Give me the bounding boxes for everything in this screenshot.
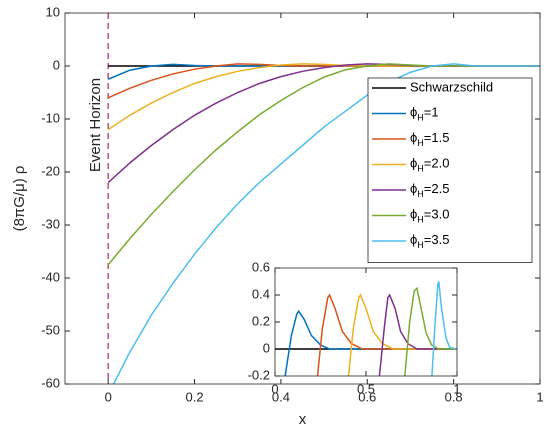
x-axis-label: x <box>299 411 307 428</box>
legend-label: ϕH=2.0 <box>410 156 449 174</box>
legend-box <box>367 77 533 263</box>
annotation: Event Horizon <box>87 78 104 172</box>
y-tick-label: -10 <box>41 110 60 125</box>
series-line <box>404 286 457 376</box>
y-tick-label: 0.2 <box>252 313 270 328</box>
y-tick-label: -50 <box>41 322 60 337</box>
x-tick-label: 0.8 <box>445 389 463 404</box>
legend-label: ϕH=3.0 <box>410 207 449 225</box>
x-tick-label: 0 <box>271 381 278 396</box>
x-tick-label: 0 <box>105 389 112 404</box>
legend-label: ϕH=2.5 <box>410 181 449 199</box>
x-tick-label: 0.2 <box>186 389 204 404</box>
y-tick-label: 0 <box>53 57 60 72</box>
series-line <box>316 293 457 376</box>
legend-label: ϕH=1 <box>410 105 439 123</box>
y-tick-label: -60 <box>41 375 60 390</box>
y-tick-label: -30 <box>41 216 60 231</box>
y-tick-label: -40 <box>41 269 60 284</box>
y-tick-label: 0.4 <box>252 286 270 301</box>
series-line <box>347 293 457 376</box>
x-tick-label: 0.4 <box>272 389 290 404</box>
y-tick-label: 0.6 <box>252 259 270 274</box>
legend-label: ϕH=1.5 <box>410 130 449 148</box>
y-tick-label: -20 <box>41 163 60 178</box>
x-tick-label: 1 <box>536 389 543 404</box>
y-tick-label: -0.2 <box>248 367 270 382</box>
y-tick-label: 0 <box>263 340 270 355</box>
x-tick-label: 1 <box>453 381 460 396</box>
plot-area <box>275 268 457 376</box>
legend-label: Schwarzschild <box>410 79 493 94</box>
x-tick-label: 0.5 <box>357 381 375 396</box>
legend-label: ϕH=3.5 <box>410 232 449 250</box>
y-axis-label: (8πG/μ) ρ <box>11 166 28 232</box>
series-line <box>284 309 457 376</box>
series-line <box>378 293 457 376</box>
axes-box <box>274 267 458 377</box>
series-line <box>112 63 540 384</box>
x-tick-label: 0.6 <box>358 389 376 404</box>
axes-box <box>64 12 541 385</box>
series-line <box>431 281 457 376</box>
y-tick-label: 10 <box>46 4 60 19</box>
